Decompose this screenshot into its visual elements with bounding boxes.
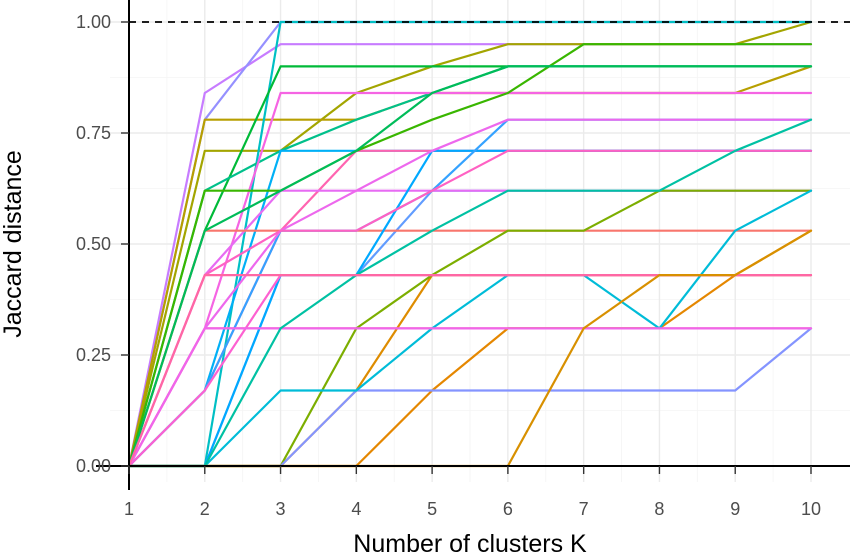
x-tick-label: 4 <box>351 499 361 519</box>
y-tick-label: 1.00 <box>76 12 111 32</box>
y-tick-label: 0.00 <box>76 456 111 476</box>
x-tick-label: 2 <box>200 499 210 519</box>
series-line-20 <box>127 189 813 468</box>
x-tick-label: 10 <box>801 499 821 519</box>
series-line-22 <box>127 43 813 468</box>
x-axis-title: Number of clusters K <box>353 530 587 556</box>
series-line-23 <box>127 118 813 468</box>
series-layer <box>127 20 813 468</box>
series-line-27 <box>127 65 813 468</box>
x-tick-label: 7 <box>579 499 589 519</box>
x-axis-ticks: 1 2 3 4 5 6 7 8 9 10 <box>124 466 821 519</box>
x-tick-label: 5 <box>427 499 437 519</box>
x-tick-label: 9 <box>730 499 740 519</box>
y-tick-label: 0.25 <box>76 345 111 365</box>
x-tick-label: 1 <box>124 499 134 519</box>
y-tick-label: 0.75 <box>76 123 111 143</box>
series-line-13 <box>127 229 813 468</box>
x-tick-label: 8 <box>654 499 664 519</box>
series-line-24 <box>127 149 813 468</box>
x-tick-label: 6 <box>503 499 513 519</box>
grid <box>110 0 850 482</box>
series-line-28 <box>127 118 813 468</box>
x-tick-label: 3 <box>276 499 286 519</box>
series-line-26 <box>127 327 813 468</box>
y-tick-label: 0.50 <box>76 234 111 254</box>
y-axis-title: Jaccard distance <box>0 150 27 338</box>
y-axis-ticks: 0.00 0.25 0.50 0.75 1.00 <box>76 12 129 476</box>
